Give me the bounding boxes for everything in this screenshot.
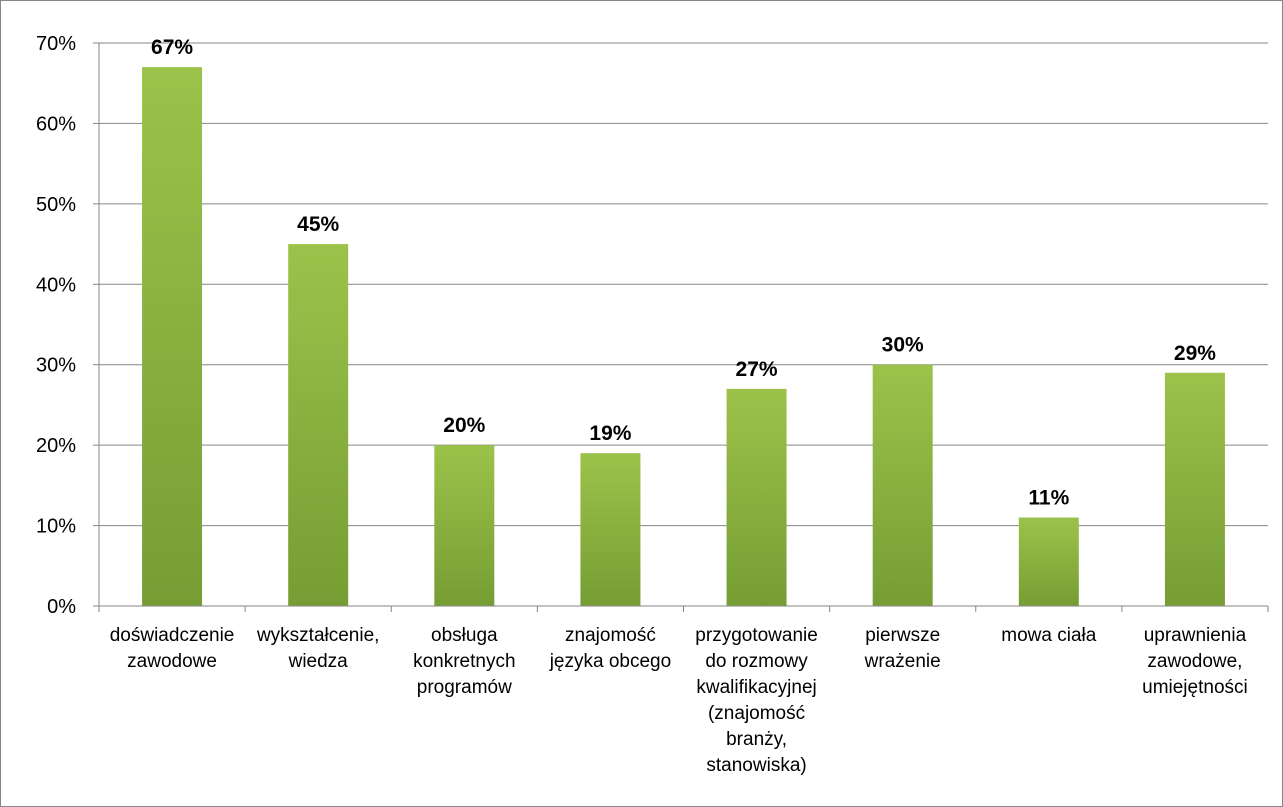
y-tick-label: 70% bbox=[36, 33, 76, 55]
bar bbox=[434, 445, 495, 606]
labels: 0% 10% 20% 30% 40% 50% 60% 70% 67% doświadczenie z… bbox=[36, 33, 1248, 776]
data-label: 29% bbox=[1174, 342, 1216, 365]
y-tick-label: 0% bbox=[47, 596, 76, 618]
x-tick-label: mowa ciała bbox=[1001, 625, 1096, 646]
bar bbox=[142, 67, 203, 607]
x-tick-label: doświadczenie zawodowe bbox=[110, 625, 235, 672]
x-tick-label: wykształcenie, wiedza bbox=[256, 625, 380, 672]
y-tick-label: 50% bbox=[36, 194, 76, 216]
data-label: 45% bbox=[297, 213, 339, 236]
y-tick-label: 40% bbox=[36, 274, 76, 296]
data-label: 19% bbox=[589, 422, 631, 445]
bar bbox=[726, 388, 787, 606]
bars bbox=[142, 67, 1225, 607]
x-tick-label: znajomość języka obcego bbox=[549, 625, 671, 672]
bar bbox=[580, 453, 641, 606]
y-tick-label: 10% bbox=[36, 516, 76, 538]
data-label: 30% bbox=[882, 334, 924, 357]
x-tick-label: obsługa konkretnych programów bbox=[413, 625, 515, 698]
data-label: 27% bbox=[736, 358, 778, 381]
bar bbox=[288, 244, 349, 607]
x-tick-label: uprawnienia zawodowe, umiejętności bbox=[1142, 625, 1248, 698]
y-tick-label: 20% bbox=[36, 435, 76, 457]
data-label: 20% bbox=[443, 414, 485, 437]
y-tick-label: 30% bbox=[36, 355, 76, 377]
y-tick-label: 60% bbox=[36, 113, 76, 135]
x-tick-label: przygotowanie do rozmowy kwalifikacyjnej (z… bbox=[695, 625, 818, 776]
bar bbox=[1018, 517, 1079, 606]
axes bbox=[93, 42, 1269, 612]
gridlines bbox=[99, 42, 1268, 527]
data-label: 11% bbox=[1028, 487, 1069, 510]
bar bbox=[872, 364, 933, 606]
x-tick-label: pierwsze wrażenie bbox=[864, 625, 941, 672]
bar bbox=[1164, 372, 1225, 606]
data-label: 67% bbox=[151, 36, 193, 59]
